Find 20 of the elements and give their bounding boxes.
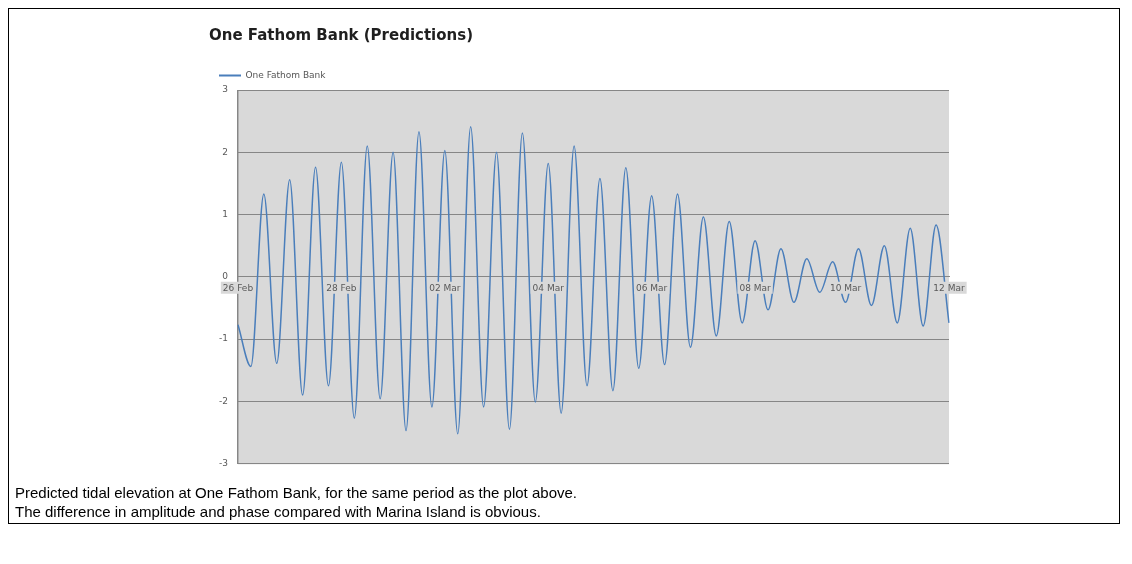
x-tick-label: 10 Mar bbox=[829, 282, 862, 293]
x-tick-label: 28 Feb bbox=[326, 282, 357, 293]
chart-title: One Fathom Bank (Predictions) bbox=[209, 25, 474, 44]
y-tick-label: -1 bbox=[218, 333, 228, 344]
text: The difference in amplitude and phase compared with Marina Island is obvious. bbox=[15, 502, 542, 521]
x-tick-label: 08 Mar bbox=[739, 282, 772, 293]
y-tick-label: 0 bbox=[222, 271, 229, 282]
line-series bbox=[237, 125, 950, 435]
x-tick-label: 26 Feb bbox=[222, 282, 254, 293]
y-tick-label: -3 bbox=[218, 457, 228, 468]
y-tick-label: 2 bbox=[222, 146, 228, 157]
x-tick-label: 12 Mar bbox=[933, 282, 965, 293]
x-tick-label: 06 Mar bbox=[636, 282, 668, 293]
y-tick-label: -2 bbox=[218, 395, 228, 406]
y-tick-label: 3 bbox=[222, 84, 228, 95]
y-tick-label: 1 bbox=[222, 208, 228, 219]
legend-label: One Fathom Bank bbox=[245, 69, 327, 80]
text: Predicted tidal elevation at One Fathom Bank, for the same period as the plot above. bbox=[15, 483, 578, 502]
x-tick-label: 04 Mar bbox=[532, 282, 565, 293]
x-tick-label: 02 Mar bbox=[429, 282, 461, 293]
